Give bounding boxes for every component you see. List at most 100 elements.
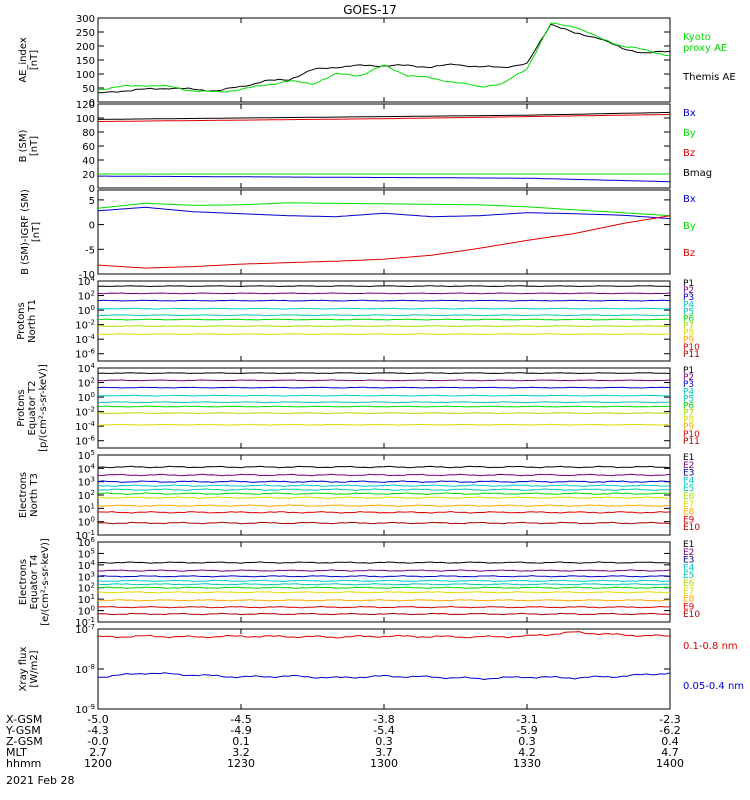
- legend-item: P9: [683, 423, 694, 433]
- y-tick-label: 101: [78, 502, 95, 515]
- legend-item: P3: [683, 293, 694, 303]
- channel-line-6: [97, 405, 671, 408]
- x-axis-value: 1230: [227, 757, 255, 770]
- channel-line-7: [97, 591, 671, 594]
- channel-line-8: [97, 423, 670, 426]
- panel-7: 10-1100101102103104105106ElectronsEquato…: [18, 536, 700, 629]
- y-tick-label: 102: [78, 290, 95, 303]
- legend-item: P10: [683, 430, 700, 440]
- legend-item: Bz: [683, 248, 695, 259]
- series-line-0-05-0-4-nm: [97, 672, 671, 681]
- x-axis-row-label: hhmm: [6, 757, 41, 770]
- legend-item: E6: [683, 579, 695, 589]
- legend-item: P8: [683, 416, 694, 426]
- x-axis-value: 4.2: [518, 746, 536, 759]
- x-axis-value: 1200: [84, 757, 112, 770]
- series-line-Bx: [98, 175, 671, 183]
- y-tick-label: 10-8: [75, 663, 95, 676]
- chart-title: GOES-17: [343, 3, 397, 17]
- channel-line-2: [97, 292, 671, 295]
- channel-line-1: [97, 561, 671, 564]
- channel-line-5: [97, 583, 671, 586]
- legend-item: E6: [683, 492, 695, 502]
- x-axis-value: 3.7: [375, 746, 393, 759]
- channel-line-10: [97, 612, 671, 616]
- legend-item: E8: [683, 508, 695, 518]
- y-tick-label: 10-6: [75, 435, 95, 448]
- legend-item: By: [683, 221, 696, 232]
- legend-item: P5: [683, 307, 694, 317]
- x-axis-value: 1330: [513, 757, 541, 770]
- y-tick-label: 120: [76, 100, 95, 111]
- x-axis-value: -4.9: [230, 724, 251, 737]
- legend-item: Kyoto: [683, 32, 711, 43]
- series-line-Bz: [98, 114, 671, 122]
- legend-item: 0.1-0.8 nm: [683, 641, 738, 652]
- y-tick-label: 0: [89, 221, 95, 232]
- channel-line-2: [97, 473, 671, 477]
- legend-item: P2: [683, 373, 694, 383]
- y-axis-label: B (SM)-IGRF (SM)[nT]: [20, 189, 42, 275]
- series-line-Bx: [97, 206, 671, 220]
- channel-line-1: [97, 285, 671, 288]
- legend-item: E5: [683, 484, 694, 494]
- y-tick-label: 10-2: [75, 319, 95, 332]
- y-tick-label: 200: [76, 42, 95, 53]
- x-axis-value: -6.2: [659, 724, 680, 737]
- legend-item: E4: [683, 476, 695, 486]
- legend-item: P4: [683, 300, 694, 310]
- channel-line-1: [97, 372, 671, 375]
- series-line-By: [97, 202, 671, 217]
- legend-item: Bmag: [683, 168, 712, 179]
- channel-line-5: [97, 488, 671, 492]
- y-tick-label: 150: [76, 56, 95, 67]
- legend-item: E2: [683, 461, 694, 471]
- channel-line-5: [97, 314, 671, 317]
- legend-item: P8: [683, 329, 694, 339]
- y-tick-label: 10-4: [75, 420, 95, 433]
- legend-item: P7: [683, 322, 694, 332]
- x-axis-row-label: Y-GSM: [5, 724, 41, 737]
- y-axis-label: ProtonsNorth T1: [16, 299, 38, 343]
- series-line-Themis-AE: [97, 23, 671, 94]
- x-axis-value: 4.7: [661, 746, 679, 759]
- channel-line-3: [97, 480, 671, 483]
- legend-item: E9: [683, 602, 695, 612]
- y-axis-label: AE_index[nT]: [18, 37, 40, 83]
- y-tick-label: 104: [78, 362, 96, 375]
- legend-item: E3: [683, 469, 694, 479]
- legend-item: 0.05-0.4 nm: [683, 681, 744, 692]
- x-axis-value: 1300: [370, 757, 398, 770]
- legend-item: P5: [683, 394, 694, 404]
- x-axis-value: -5.9: [516, 724, 537, 737]
- channel-line-2: [97, 569, 671, 572]
- y-tick-label: 104: [78, 275, 96, 288]
- legend-item: P11: [683, 350, 700, 360]
- x-axis-value: 2.7: [89, 746, 107, 759]
- channel-line-7: [97, 325, 670, 328]
- x-axis-row-label: X-GSM: [6, 713, 42, 726]
- y-tick-label: 100: [78, 391, 95, 404]
- channel-line-4: [97, 307, 671, 310]
- x-axis-value: -2.3: [659, 713, 680, 726]
- series-line-Bmag: [98, 111, 671, 120]
- legend-item: P1: [683, 366, 694, 376]
- x-axis-value: -3.8: [373, 713, 394, 726]
- y-tick-label: 100: [76, 70, 95, 81]
- y-tick-label: 10-4: [75, 333, 95, 346]
- legend-item: Themis AE: [682, 72, 736, 83]
- channel-line-7: [97, 412, 670, 415]
- legend-item: E8: [683, 595, 695, 605]
- y-axis-label: Xray flux[W/m2]: [18, 647, 40, 692]
- y-tick-label: -5: [85, 245, 95, 256]
- legend-item: P6: [683, 314, 694, 324]
- legend-item: P11: [683, 437, 700, 447]
- legend-item: E10: [683, 610, 700, 620]
- y-axis-label: ProtonsEquator T2[p/(cm²-s-sr-keV)]: [16, 364, 49, 452]
- channel-line-1: [97, 465, 671, 469]
- y-tick-label: 0: [89, 98, 95, 109]
- series-line-Bz: [97, 215, 671, 269]
- x-axis-value: -4.5: [230, 713, 251, 726]
